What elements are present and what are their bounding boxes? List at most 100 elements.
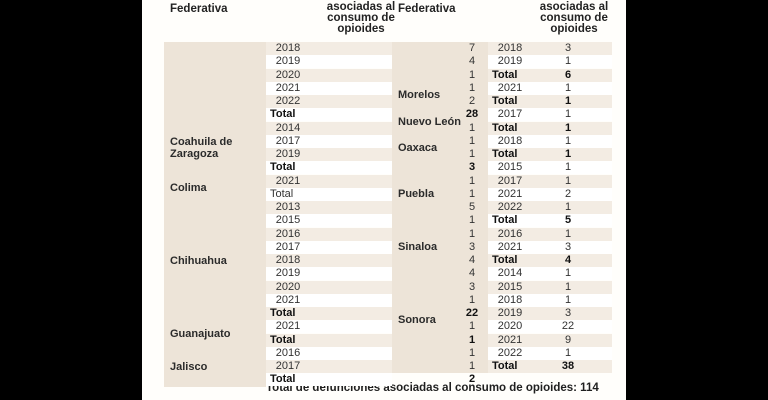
count-cell: 5 [468,201,476,213]
count-cell: 1 [468,68,476,81]
total-label: Total [270,373,296,386]
total-count: 2 [468,373,476,386]
left-header-deaths-line-1: asociadas al [326,1,396,13]
year-cell: 2017 [275,360,301,372]
table-row: 2022 1 [488,346,612,360]
table-row: 2020 3 [266,280,475,294]
state-label: Oaxaca [398,142,437,154]
total-row: Total 1 [488,121,612,135]
state-label: Sinaloa [398,241,437,253]
table-row: 2014 1 [266,121,475,135]
state-label: Puebla [398,188,434,200]
year-cell: 2016 [275,346,301,359]
right-header-deaths-line-1: asociadas al [539,1,609,13]
table-row: 2018 1 [488,134,612,148]
state-label: Colima [170,182,207,194]
right-header-deaths-line-2: consumo de [540,12,608,24]
state-label-line: Sonora [398,314,436,327]
year-cell: 2021 [275,81,301,94]
state-label-line: Coahuila de [170,136,233,148]
count-cell: 1 [468,121,476,134]
table-row: 2021 1 [266,293,475,307]
state-label-line: Jalisco [170,360,208,373]
year-cell: 2020 [275,68,301,81]
total-row: Total 22 [266,307,478,320]
year-cell: 2021 [275,174,301,187]
year-cell: 2019 [275,148,301,160]
year-cell: 2017 [275,134,301,147]
year-cell: 2018 [275,42,301,54]
table-row: 2018 7 [266,42,475,55]
table-row: 2014 1 [488,267,612,281]
left-header-state: Federativa [170,3,228,15]
table-row: 2017 1 [488,174,612,188]
count-cell: 3 [468,280,476,293]
total-label: Total [492,148,518,160]
state-label: Coahuila de Zaragoza [170,136,232,160]
table-row: 2018 4 [266,254,475,267]
state-label-line: Chihuahua [170,254,227,267]
table-row: 2016 1 [266,227,475,241]
year-cell: 2022 [497,346,523,359]
year-cell: 2016 [275,227,301,240]
year-cell: 2015 [497,280,523,293]
state-label-line: Sinaloa [398,241,438,254]
year-cell: 2016 [497,227,523,240]
total-label: Total [270,307,296,319]
left-state-column-band [164,42,266,387]
year-cell: 2019 [497,55,523,68]
count-cell: 1 [468,227,476,240]
year-cell: 2017 [497,108,523,121]
count-cell: 1 [468,81,476,94]
count-cell: 1 [564,346,572,359]
total-label: Total [492,68,518,81]
table-row: 2020 22 [488,320,612,334]
total-count: 22 [465,307,479,319]
table-row: 2021 1 [266,320,475,334]
year-cell: 2020 [275,280,301,293]
count-cell: 2 [468,95,476,107]
count-cell: 1 [564,134,572,147]
count-cell: 1 [564,55,572,68]
table-row: 2021 1 [266,81,475,95]
count-cell: 1 [468,187,476,200]
table-row: 2015 1 [266,214,475,228]
state-label: Morelos [398,89,440,101]
count-cell: 1 [468,148,476,160]
count-cell: 1 [564,81,572,94]
total-label: Total [270,161,296,174]
count-cell: 7 [468,42,476,54]
table-row: 2015 1 [488,161,612,175]
state-label: Guanajuato [170,328,231,340]
table-row: 2015 1 [488,280,612,294]
count-cell: 1 [468,346,476,359]
table-row: 2019 1 [266,148,475,161]
state-label: Nuevo León [398,116,461,128]
table-row: 2018 3 [488,42,612,55]
year-cell: 2014 [497,267,523,280]
total-row: Total 3 [266,161,475,175]
total-count: 38 [561,360,575,372]
count-cell: 1 [564,161,572,174]
state-label: Chihuahua [170,255,227,267]
total-row: Total 1 [266,333,475,347]
table-row: 2022 1 [488,201,612,214]
total-label: Total [492,254,518,266]
table-row: 2019 1 [488,55,612,69]
table-row: Total 1 [266,187,475,201]
year-cell: 2020 [497,320,523,333]
count-cell: 1 [468,174,476,187]
table-row: 2016 1 [266,346,475,360]
total-row: Total 1 [488,148,612,161]
total-row: Total 2 [266,373,475,387]
table-row: 2013 5 [266,201,475,214]
year-cell: 2018 [497,42,523,54]
total-label: Total [492,121,518,134]
count-cell: 9 [564,333,572,346]
table-row: 2020 1 [266,68,475,82]
year-cell: 2018 [497,134,523,147]
total-row: Total 5 [488,214,612,228]
count-cell: 1 [564,201,572,213]
table-row: 2021 1 [266,174,475,188]
year-cell: 2015 [275,214,301,227]
